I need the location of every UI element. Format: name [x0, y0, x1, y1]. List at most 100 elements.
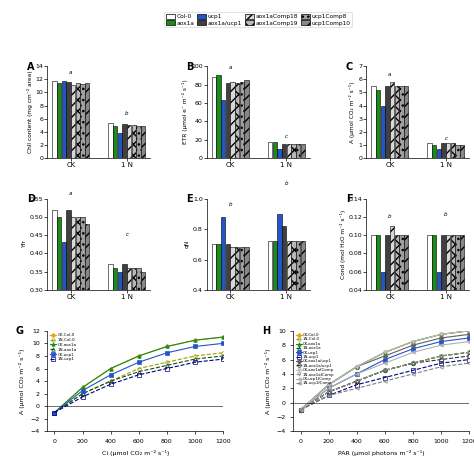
Bar — [296, 241, 300, 351]
Bar — [212, 244, 216, 351]
Bar — [432, 145, 437, 158]
CK-Col-0 — [354, 364, 360, 369]
CK-ucp1fComp — [298, 407, 303, 413]
CK-aox1afComp — [382, 350, 388, 355]
1N-aox1a — [136, 369, 142, 375]
Bar — [456, 235, 460, 327]
Line: CK-ucp1fComp: CK-ucp1fComp — [299, 340, 471, 412]
Bar — [235, 83, 239, 158]
1N-aox1a — [438, 353, 444, 358]
Bar — [451, 144, 455, 158]
Bar — [245, 247, 249, 351]
CK-ucp1 — [220, 341, 226, 346]
Line: 1N-ucp1fComp: 1N-ucp1fComp — [299, 361, 471, 412]
Bar — [282, 226, 286, 351]
1N-ucp1 — [220, 356, 226, 362]
Text: b: b — [285, 181, 288, 186]
Bar — [66, 209, 71, 400]
1N-aox1a/ucp1 — [382, 368, 388, 373]
Bar — [127, 268, 131, 400]
Bar — [137, 126, 141, 158]
Line: 1N-ucp1: 1N-ucp1 — [53, 358, 225, 414]
Line: CK-aox1a/ucp1: CK-aox1a/ucp1 — [299, 333, 471, 412]
1N-aox1afComp — [410, 360, 416, 366]
1N-Col-0 — [410, 360, 416, 366]
Bar — [118, 272, 122, 400]
CK-Col-0 — [164, 344, 170, 349]
CK-Col-0 — [382, 350, 388, 355]
Text: G: G — [16, 326, 24, 336]
Bar — [113, 126, 118, 158]
Bar — [371, 235, 375, 327]
Bar — [52, 81, 56, 158]
Bar — [80, 84, 85, 158]
1N-aox1a — [80, 391, 85, 397]
1N-Col-0 — [108, 378, 114, 384]
Text: b: b — [125, 111, 128, 116]
Bar — [137, 268, 141, 400]
Bar — [273, 241, 277, 351]
1N-ucp1 — [466, 357, 472, 362]
1N-aox1a — [220, 353, 226, 358]
CK-aox1afComp — [438, 331, 444, 337]
Y-axis label: qN: qN — [185, 240, 190, 248]
Bar — [62, 81, 66, 158]
CK-aox1a — [52, 410, 57, 415]
Line: CK-ucp1: CK-ucp1 — [53, 341, 225, 414]
CK-aox1a — [192, 337, 198, 343]
1N-aox1a — [326, 389, 331, 395]
CK-Col-0 — [108, 366, 114, 371]
CK-ucp1 — [298, 407, 303, 413]
1N-ucp1 — [298, 407, 303, 413]
Line: 1N-aox1a: 1N-aox1a — [53, 354, 225, 414]
Text: E: E — [186, 194, 193, 204]
Bar — [277, 214, 282, 351]
X-axis label: Ci (μmol CO₂ m⁻² s⁻¹): Ci (μmol CO₂ m⁻² s⁻¹) — [101, 450, 169, 456]
1N-ucp1 — [326, 393, 331, 398]
Bar — [385, 235, 390, 327]
1N-Col-0 — [382, 368, 388, 373]
1N-aox1afComp — [466, 350, 472, 355]
Line: 1N-aox1a/ucp1: 1N-aox1a/ucp1 — [299, 354, 471, 412]
Legend: CK-Col-0, 1N-Col-0, CK-aox1a, 1N-aox1a, CK-ucp1, 1N-ucp1: CK-Col-0, 1N-Col-0, CK-aox1a, 1N-aox1a, … — [49, 333, 77, 362]
CK-ucp1 — [466, 335, 472, 341]
Text: C: C — [346, 62, 353, 72]
1N-ucp1fComp — [298, 407, 303, 413]
1N-ucp1fComp — [354, 386, 360, 391]
Bar — [390, 226, 394, 327]
CK-aox1afComp — [466, 328, 472, 334]
Bar — [57, 217, 61, 400]
Bar — [212, 77, 216, 158]
1N-ucp1 — [410, 368, 416, 373]
CK-aox1a — [136, 353, 142, 358]
Bar — [80, 217, 85, 400]
CK-aox1a/ucp1 — [466, 331, 472, 337]
Text: a: a — [69, 191, 73, 196]
Line: 1N-Col-0: 1N-Col-0 — [299, 351, 471, 412]
CK-ucp1 — [438, 339, 444, 344]
Bar — [441, 235, 446, 327]
Bar — [446, 144, 450, 158]
Bar — [52, 209, 56, 400]
1N-Col-0 — [192, 353, 198, 358]
Bar — [230, 82, 235, 158]
Y-axis label: ETR (μmol e⁻ m⁻² s⁻¹): ETR (μmol e⁻ m⁻² s⁻¹) — [182, 80, 188, 145]
Y-axis label: A (μmol CO₂ m⁻² s⁻¹): A (μmol CO₂ m⁻² s⁻¹) — [349, 81, 356, 143]
Legend: Col-0, aox1a, ucp1, aox1a/ucp1, aox1aComp18, aox1aComp19, ucp1Comp8, ucp1Comp10: Col-0, aox1a, ucp1, aox1a/ucp1, aox1aCom… — [164, 12, 352, 28]
Bar — [230, 247, 235, 351]
CK-aox1afComp — [326, 382, 331, 387]
Bar — [376, 235, 380, 327]
Bar — [441, 144, 446, 158]
CK-Col-0 — [192, 337, 198, 343]
1N-Col-0 — [438, 353, 444, 358]
Bar — [385, 86, 390, 158]
Y-axis label: Cond (mol H₂O m⁻² s⁻¹): Cond (mol H₂O m⁻² s⁻¹) — [340, 210, 346, 279]
Bar — [460, 235, 465, 327]
CK-aox1a/ucp1 — [298, 407, 303, 413]
Bar — [76, 84, 80, 158]
Bar — [287, 144, 291, 158]
CK-aox1a — [410, 339, 416, 344]
Bar — [122, 264, 127, 400]
CK-aox1a — [108, 366, 114, 371]
1N-aox1afComp — [354, 378, 360, 384]
